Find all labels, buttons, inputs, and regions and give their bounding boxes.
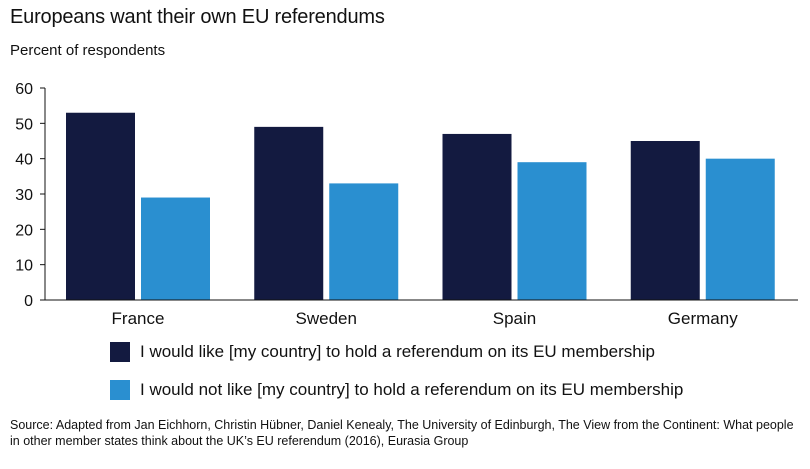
bar-france-series-1 xyxy=(66,112,135,300)
y-tick-label: 10 xyxy=(15,258,33,275)
y-tick-label: 50 xyxy=(15,116,33,133)
source-note: Source: Adapted from Jan Eichhorn, Chris… xyxy=(10,418,794,448)
legend-item-not-like: I would not like [my country] to hold a … xyxy=(110,378,683,402)
bar-france-series-2 xyxy=(141,197,210,300)
bar-germany-series-1 xyxy=(630,141,700,300)
x-tick-label: France xyxy=(112,309,165,328)
legend: I would like [my country] to hold a refe… xyxy=(110,340,683,416)
y-tick-label: 40 xyxy=(15,152,33,169)
y-tick-label: 30 xyxy=(15,187,33,204)
bar-spain-series-1 xyxy=(442,133,512,300)
y-axis: 0 10 20 30 40 50 60 xyxy=(15,81,46,310)
legend-swatch-like xyxy=(110,342,130,362)
chart-title: Europeans want their own EU referendums xyxy=(10,6,385,28)
x-tick-label: Spain xyxy=(493,309,536,328)
x-axis: France Sweden Spain Germany xyxy=(45,299,798,328)
legend-item-like: I would like [my country] to hold a refe… xyxy=(110,340,683,364)
bar-sweden-series-1 xyxy=(254,126,324,300)
y-tick-label: 60 xyxy=(15,81,33,98)
legend-label-like: I would like [my country] to hold a refe… xyxy=(140,342,655,361)
bar-spain-series-2 xyxy=(517,162,587,300)
bars xyxy=(66,112,775,300)
y-tick-label: 20 xyxy=(15,222,33,239)
bar-germany-series-2 xyxy=(705,158,775,300)
y-tick-label: 0 xyxy=(24,293,33,310)
chart-subtitle: Percent of respondents xyxy=(10,42,166,59)
x-tick-label: Sweden xyxy=(296,309,357,328)
bar-chart: 0 10 20 30 40 50 60 France Sweden Spain Germany xyxy=(15,81,798,328)
legend-label-not-like: I would not like [my country] to hold a … xyxy=(140,380,684,399)
legend-swatch-not-like xyxy=(110,380,130,400)
x-tick-label: Germany xyxy=(668,309,738,328)
bar-sweden-series-2 xyxy=(329,183,399,300)
